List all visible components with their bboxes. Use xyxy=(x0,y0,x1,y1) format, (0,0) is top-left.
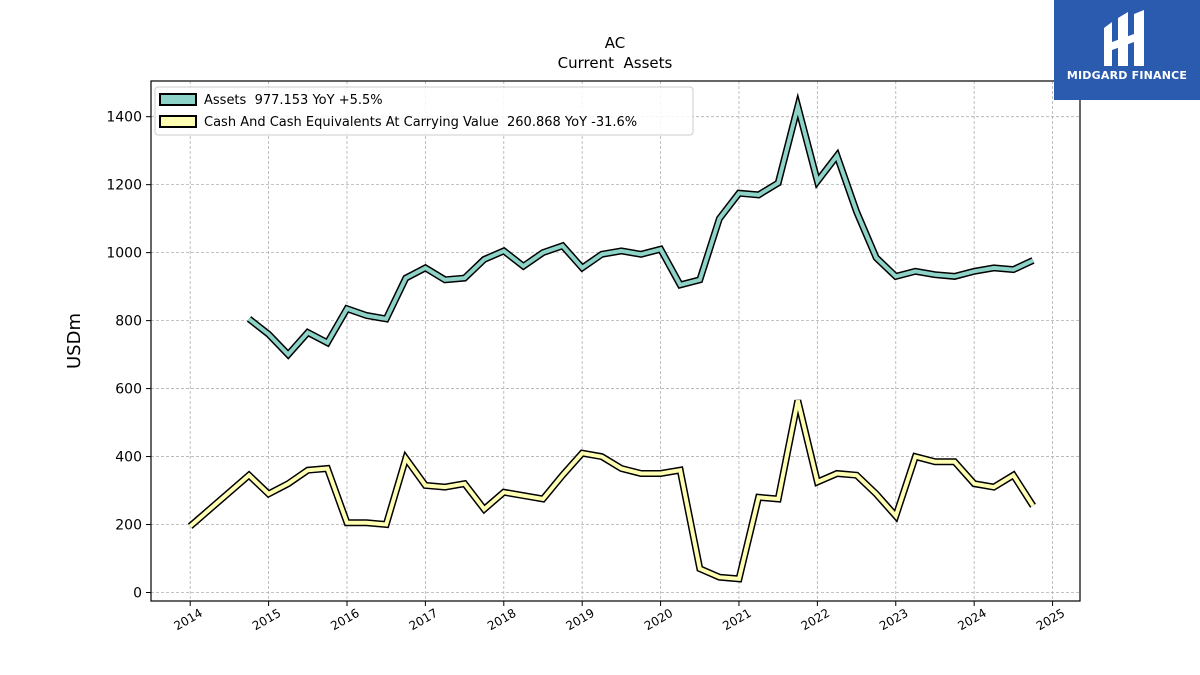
x-tick-label: 2019 xyxy=(563,606,596,633)
x-tick-label: 2021 xyxy=(720,606,753,633)
x-tick-label: 2025 xyxy=(1034,606,1067,633)
y-tick-label: 1200 xyxy=(106,178,142,194)
y-axis-label: USDm xyxy=(64,313,85,369)
logo-text: MIDGARD FINANCE xyxy=(1066,69,1188,82)
x-tick-label: 2014 xyxy=(171,606,204,633)
x-tick-label: 2022 xyxy=(799,606,832,633)
chart-subtitle: Current Assets xyxy=(558,54,673,72)
y-axis-ticks: 0 200 400 600 800 1000 1200 1400 xyxy=(106,110,151,602)
y-tick-label: 600 xyxy=(115,382,142,398)
series-line-assets xyxy=(247,98,1034,358)
logo-mark-icon xyxy=(1104,10,1144,66)
x-tick-label: 2017 xyxy=(407,606,440,633)
y-tick-label: 1000 xyxy=(106,246,142,262)
x-tick-label: 2018 xyxy=(485,606,518,633)
legend-entry-assets: Assets 977.153 YoY +5.5% xyxy=(204,93,383,108)
legend-entry-cash: Cash And Cash Equivalents At Carrying Va… xyxy=(204,115,637,130)
legend-swatch-cash xyxy=(159,115,197,128)
midgard-finance-logo: MIDGARD FINANCE xyxy=(1054,0,1200,100)
x-tick-label: 2015 xyxy=(250,606,283,633)
series-lines xyxy=(187,92,1036,583)
y-tick-label: 800 xyxy=(115,314,142,330)
legend-swatch-assets xyxy=(159,93,197,106)
y-tick-label: 400 xyxy=(115,450,142,466)
legend-box xyxy=(154,86,694,136)
chart-title: AC xyxy=(605,34,625,52)
legend: Assets 977.153 YoY +5.5% Cash And Cash E… xyxy=(154,86,694,136)
x-axis-ticks: 2014 2015 2016 2017 2018 2019 2020 2021 2022 2023… xyxy=(171,601,1067,633)
grid-lines xyxy=(151,81,1080,601)
x-tick-label: 2024 xyxy=(955,606,988,633)
y-tick-label: 200 xyxy=(115,518,142,534)
y-tick-label: 1400 xyxy=(106,110,142,126)
y-tick-label: 0 xyxy=(133,586,142,602)
x-tick-label: 2016 xyxy=(328,606,361,633)
plot-area-frame xyxy=(150,80,1081,602)
series-line-cash xyxy=(188,400,1035,582)
x-tick-label: 2023 xyxy=(877,606,910,633)
x-tick-label: 2020 xyxy=(642,606,675,633)
